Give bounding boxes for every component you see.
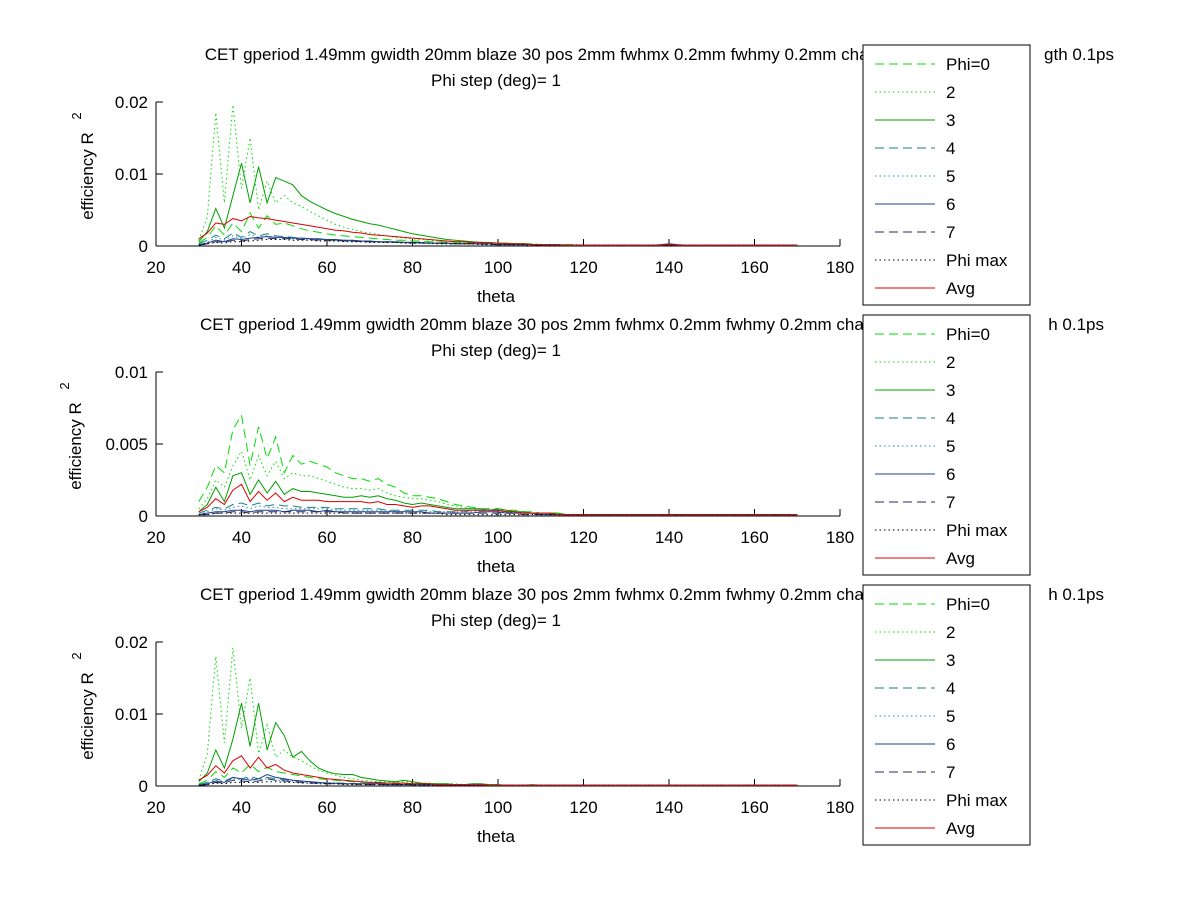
legend-label: Phi=0 [946, 325, 990, 344]
y-axis-label-superscript: 2 [57, 382, 72, 389]
subplot-3: CET gperiod 1.49mm gwidth 20mm blaze 30 … [69, 584, 1104, 846]
legend-label: 3 [946, 651, 955, 670]
y-tick-label: 0 [139, 777, 148, 796]
y-axis-label-superscript: 2 [69, 112, 84, 119]
legend-box [862, 314, 1031, 576]
legend-box [862, 44, 1031, 306]
legend-label: 2 [946, 623, 955, 642]
x-tick-label: 40 [232, 258, 251, 277]
y-tick-label: 0 [139, 237, 148, 256]
series-line-8 [198, 781, 798, 786]
y-tick-label: 0.02 [115, 633, 148, 652]
legend-label: 6 [946, 465, 955, 484]
legend-label: 7 [946, 763, 955, 782]
y-axis-label-superscript: 2 [69, 652, 84, 659]
y-tick-label: 0.005 [105, 435, 148, 454]
legend-label: Avg [946, 819, 975, 838]
series-line-2 [198, 647, 798, 786]
chart-title-line1: CET gperiod 1.49mm gwidth 20mm blaze 30 … [200, 315, 912, 334]
legend-label: Phi=0 [946, 55, 990, 74]
x-tick-label: 160 [740, 798, 768, 817]
series-line-9 [198, 215, 798, 246]
x-tick-label: 120 [569, 528, 597, 547]
x-tick-label: 60 [318, 258, 337, 277]
x-tick-label: 60 [318, 528, 337, 547]
series-line-8 [198, 512, 798, 516]
x-tick-label: 140 [655, 528, 683, 547]
legend-box [862, 584, 1031, 846]
x-tick-label: 100 [484, 258, 512, 277]
x-tick-label: 180 [826, 258, 854, 277]
legend-label: Phi max [946, 521, 1008, 540]
chart-title-line1: CET gperiod 1.49mm gwidth 20mm blaze 30 … [200, 585, 912, 604]
legend-label: 3 [946, 381, 955, 400]
legend-label: 6 [946, 195, 955, 214]
chart-title-line1: CET gperiod 1.49mm gwidth 20mm blaze 30 … [205, 45, 908, 64]
x-axis-label: theta [477, 827, 515, 846]
x-tick-label: 100 [484, 528, 512, 547]
x-tick-label: 100 [484, 798, 512, 817]
y-tick-label: 0.01 [115, 363, 148, 382]
subplot-1: CET gperiod 1.49mm gwidth 20mm blaze 30 … [69, 44, 1114, 306]
x-tick-label: 20 [147, 258, 166, 277]
y-axis-label: efficiency R [78, 132, 97, 220]
x-tick-label: 160 [740, 528, 768, 547]
legend-label: Avg [946, 279, 975, 298]
x-tick-label: 80 [403, 528, 422, 547]
series-line-8 [198, 239, 798, 246]
chart-title-line2: Phi step (deg)= 1 [431, 611, 561, 630]
series-line-9 [198, 755, 798, 786]
x-tick-label: 120 [569, 798, 597, 817]
legend-label: 5 [946, 437, 955, 456]
chart-title-line2: Phi step (deg)= 1 [431, 71, 561, 90]
chart-title-line1-tail: gth 0.1ps [1044, 45, 1114, 64]
x-tick-label: 20 [147, 528, 166, 547]
legend-label: 4 [946, 409, 955, 428]
legend-label: 7 [946, 223, 955, 242]
legend-label: 7 [946, 493, 955, 512]
legend-label: Phi max [946, 791, 1008, 810]
x-axis-label: theta [477, 557, 515, 576]
series-line-7 [198, 511, 798, 516]
chart-title-line1-tail: h 0.1ps [1048, 585, 1104, 604]
legend-label: Phi max [946, 251, 1008, 270]
legend-label: Avg [946, 549, 975, 568]
y-tick-label: 0.01 [115, 705, 148, 724]
y-axis-label: efficiency R [66, 402, 85, 490]
y-tick-label: 0.02 [115, 93, 148, 112]
legend-label: 2 [946, 353, 955, 372]
legend-label: 2 [946, 83, 955, 102]
legend-label: 5 [946, 167, 955, 186]
x-tick-label: 40 [232, 798, 251, 817]
legend-label: 4 [946, 679, 955, 698]
series-line-7 [198, 237, 798, 246]
x-tick-label: 40 [232, 528, 251, 547]
x-tick-label: 160 [740, 258, 768, 277]
x-tick-label: 180 [826, 798, 854, 817]
legend-label: Phi=0 [946, 595, 990, 614]
y-axis-label: efficiency R [78, 672, 97, 760]
chart-title-line2: Phi step (deg)= 1 [431, 341, 561, 360]
chart-title-line1-tail: h 0.1ps [1048, 315, 1104, 334]
x-tick-label: 180 [826, 528, 854, 547]
subplot-2: CET gperiod 1.49mm gwidth 20mm blaze 30 … [57, 314, 1104, 576]
x-axis-label: theta [477, 287, 515, 306]
y-tick-label: 0.01 [115, 165, 148, 184]
x-tick-label: 140 [655, 798, 683, 817]
legend-label: 6 [946, 735, 955, 754]
legend-label: 3 [946, 111, 955, 130]
legend-label: 5 [946, 707, 955, 726]
x-tick-label: 140 [655, 258, 683, 277]
y-tick-label: 0 [139, 507, 148, 526]
legend-label: 4 [946, 139, 955, 158]
x-tick-label: 120 [569, 258, 597, 277]
x-tick-label: 80 [403, 798, 422, 817]
x-tick-label: 60 [318, 798, 337, 817]
series-line-9 [198, 483, 798, 516]
x-tick-label: 20 [147, 798, 166, 817]
series-line-4 [198, 502, 798, 516]
x-tick-label: 80 [403, 258, 422, 277]
